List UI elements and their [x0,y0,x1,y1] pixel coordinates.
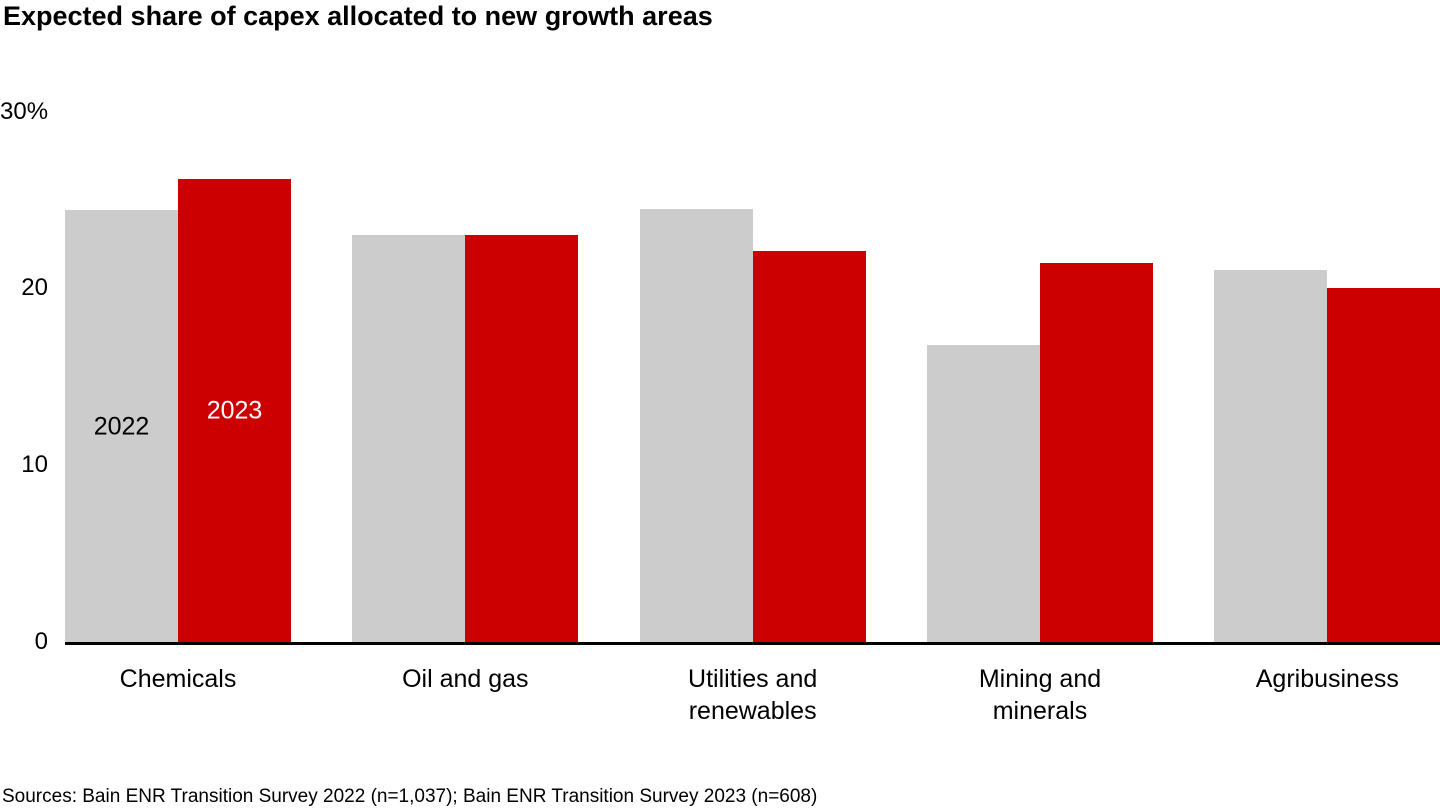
y-tick-label-0: 0 [34,628,48,655]
category-label-agribusiness: Agribusiness [1182,663,1440,695]
source-note: Sources: Bain ENR Transition Survey 2022… [2,786,818,807]
bar-2023-agribusiness [1327,288,1440,644]
category-label-utilities-and-renewables: Utilities and renewables [608,663,898,727]
category-label-line: Agribusiness [1255,665,1399,693]
category-label-line: renewables [688,697,817,725]
category-label-line: Utilities and [688,665,818,693]
bar-2023-utilities-and-renewables [752,251,866,644]
bar-2022-mining-and-minerals [926,344,1040,644]
category-label-mining-and-minerals: Mining and minerals [895,663,1185,727]
chart-title: Expected share of capex allocated to new… [3,1,713,31]
bar-2022-agribusiness [1214,270,1328,644]
bar-2022-utilities-and-renewables [639,208,753,644]
y-tick-label-30: 30% [0,97,49,125]
category-label-line: minerals [992,697,1088,725]
category-label-oil-and-gas: Oil and gas [320,663,610,695]
category-label-line: Chemicals [119,665,237,693]
category-label-line: Oil and gas [402,665,529,693]
series-label-2022: 2022 [93,412,150,441]
y-tick-label-20: 20 [21,274,48,302]
series-label-2023: 2023 [206,396,263,425]
bar-2023-oil-and-gas [465,235,579,644]
bar-2022-oil-and-gas [352,235,466,644]
bar-2022-chemicals: 2022 [65,210,178,644]
category-label-chemicals: Chemicals [33,663,323,695]
x-axis-line [65,642,1440,645]
bar-2023-mining-and-minerals [1039,263,1153,644]
y-tick-label-10: 10 [21,451,48,479]
bar-2023-chemicals: 2023 [178,178,291,644]
category-label-line: Mining and [978,665,1102,693]
